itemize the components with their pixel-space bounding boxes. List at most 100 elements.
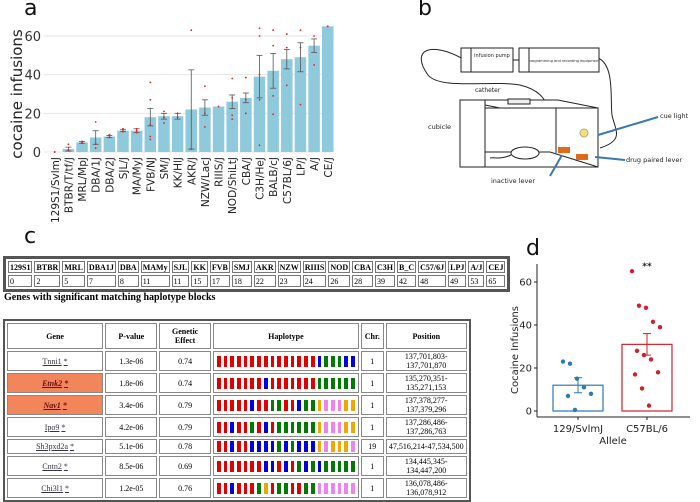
haplotype-block [249,440,256,453]
gene-link[interactable]: Cntn2 [42,461,62,471]
inactive-lever-label: inactive lever [491,177,535,185]
p-value-cell: 4.2e-06 [105,417,158,437]
haplotype-block [215,398,222,412]
data-point [190,148,193,151]
gene-cell: Etnk2 * [7,373,104,393]
cubicle-label: cubicle [428,123,451,131]
effect-cell: 0.74 [159,351,211,371]
strain-name-cell: NOD [328,261,351,273]
strain-value-cell: 2 [34,275,61,287]
data-point [313,64,315,66]
y-tick-label: 20 [519,364,532,375]
data-point [272,44,275,47]
haplotype-block [269,440,276,453]
gene-link[interactable]: Sh3pxd2a [36,442,69,451]
haplotype-block [296,481,303,495]
gene-star-link[interactable]: * [62,400,67,410]
haplotype-block [242,398,249,412]
position-cell: 137,286,486-137,286,763 [385,417,467,437]
gene-star-link[interactable]: * [61,422,66,432]
data-point [629,269,635,274]
strain-name-cell: RIIIS [302,261,327,273]
haplotype-block [276,459,282,473]
haplotype-block [309,459,316,473]
programming-box [518,47,600,73]
x-tick-label: C3H/HeJ [255,157,267,200]
data-point [67,143,70,146]
gene-link[interactable]: Nav1 [43,400,61,410]
haplotype-block [350,420,356,434]
haplotype-block [309,376,316,390]
gene-link[interactable]: Chi3l1 [41,483,63,493]
gene-star-link[interactable]: * [64,378,69,388]
data-point [258,27,261,30]
column-header: Position [385,323,467,349]
haplotype-block [350,398,356,412]
data-point [204,85,206,88]
gene-row: Chi3l1 * 1.2e-05 0.76 1 136,078,486-136,… [7,478,467,498]
haplotype-blocks [214,354,358,368]
p-value-cell: 1.8e-06 [105,373,158,393]
data-point [655,370,661,375]
rat-icon [510,146,540,160]
panel-label-d: d [526,236,540,261]
gene-star-link[interactable]: * [63,461,68,471]
haplotype-block [235,376,242,390]
strain-name-cell: B_C [397,261,417,273]
strain-value-cell: 17 [209,275,230,287]
gene-star-link[interactable]: * [64,483,69,493]
data-point [244,112,247,115]
infusion-pump-label: infusion pump [474,53,510,59]
data-point [588,391,594,396]
strain-value-cell: 42 [397,275,417,287]
catheter-label: catheter [475,87,501,94]
p-value-cell: 8.5e-06 [105,456,158,476]
haplotype-block [282,481,289,495]
haplotype-block [350,354,356,368]
strain-name-row: 129S1 BTBR MRL DBA1J DBA MAMy SJL KK FVB SMJ AKR NZ… [8,261,506,273]
haplotype-block [222,376,229,390]
haplotype-block [330,376,336,390]
gene-star-link[interactable]: * [70,442,75,451]
data-point [135,131,138,134]
position-cell: 134,445,345-134,447,200 [385,456,467,476]
gene-link[interactable]: Etnk2 [42,378,63,388]
gene-cell: Chi3l1 * [7,478,104,498]
haplotype-block [323,481,329,495]
haplotype-block [330,420,336,434]
data-point [81,141,83,144]
haplotype-cell [212,417,359,437]
haplotype-block [262,420,269,434]
haplotype-block [215,459,222,473]
x-tick-label: RIIIS/J [214,157,226,187]
column-header: P-value [105,323,158,349]
haplotype-block [296,420,303,434]
y-tick-label: 60 [24,30,41,45]
data-point [176,112,179,115]
data-point [650,319,656,324]
data-point [565,393,571,399]
haplotype-cell [212,395,359,415]
data-point [149,98,152,101]
effect-cell: 0.79 [159,417,211,437]
haplotype-block [336,376,343,390]
haplotype-block [262,440,269,453]
x-tick-label: MRL/MpJ [77,157,89,202]
y-axis-label-a: cocaine infusions [8,29,26,159]
gene-link[interactable]: Tnni1 [42,356,62,366]
x-tick-label: 129S1/SvlmJ [50,157,62,223]
data-point [108,136,111,139]
strain-value-cell: 26 [328,275,351,287]
haplotype-cell [212,373,359,393]
bar-CBA/J [240,97,252,152]
haplotype-block [330,354,336,368]
strain-value-cell: 24 [302,275,327,287]
haplotype-cell [212,456,359,476]
gene-star-link[interactable]: * [63,356,68,366]
haplotype-block [269,376,276,390]
column-header: Gene [7,323,104,349]
strain-name-cell: CBA [352,261,373,273]
data-point [149,124,152,126]
gene-link[interactable]: Ipo9 [44,422,60,432]
gene-row: Ipo9 * 4.2e-06 0.79 1 137,286,486-137,28… [7,417,467,437]
